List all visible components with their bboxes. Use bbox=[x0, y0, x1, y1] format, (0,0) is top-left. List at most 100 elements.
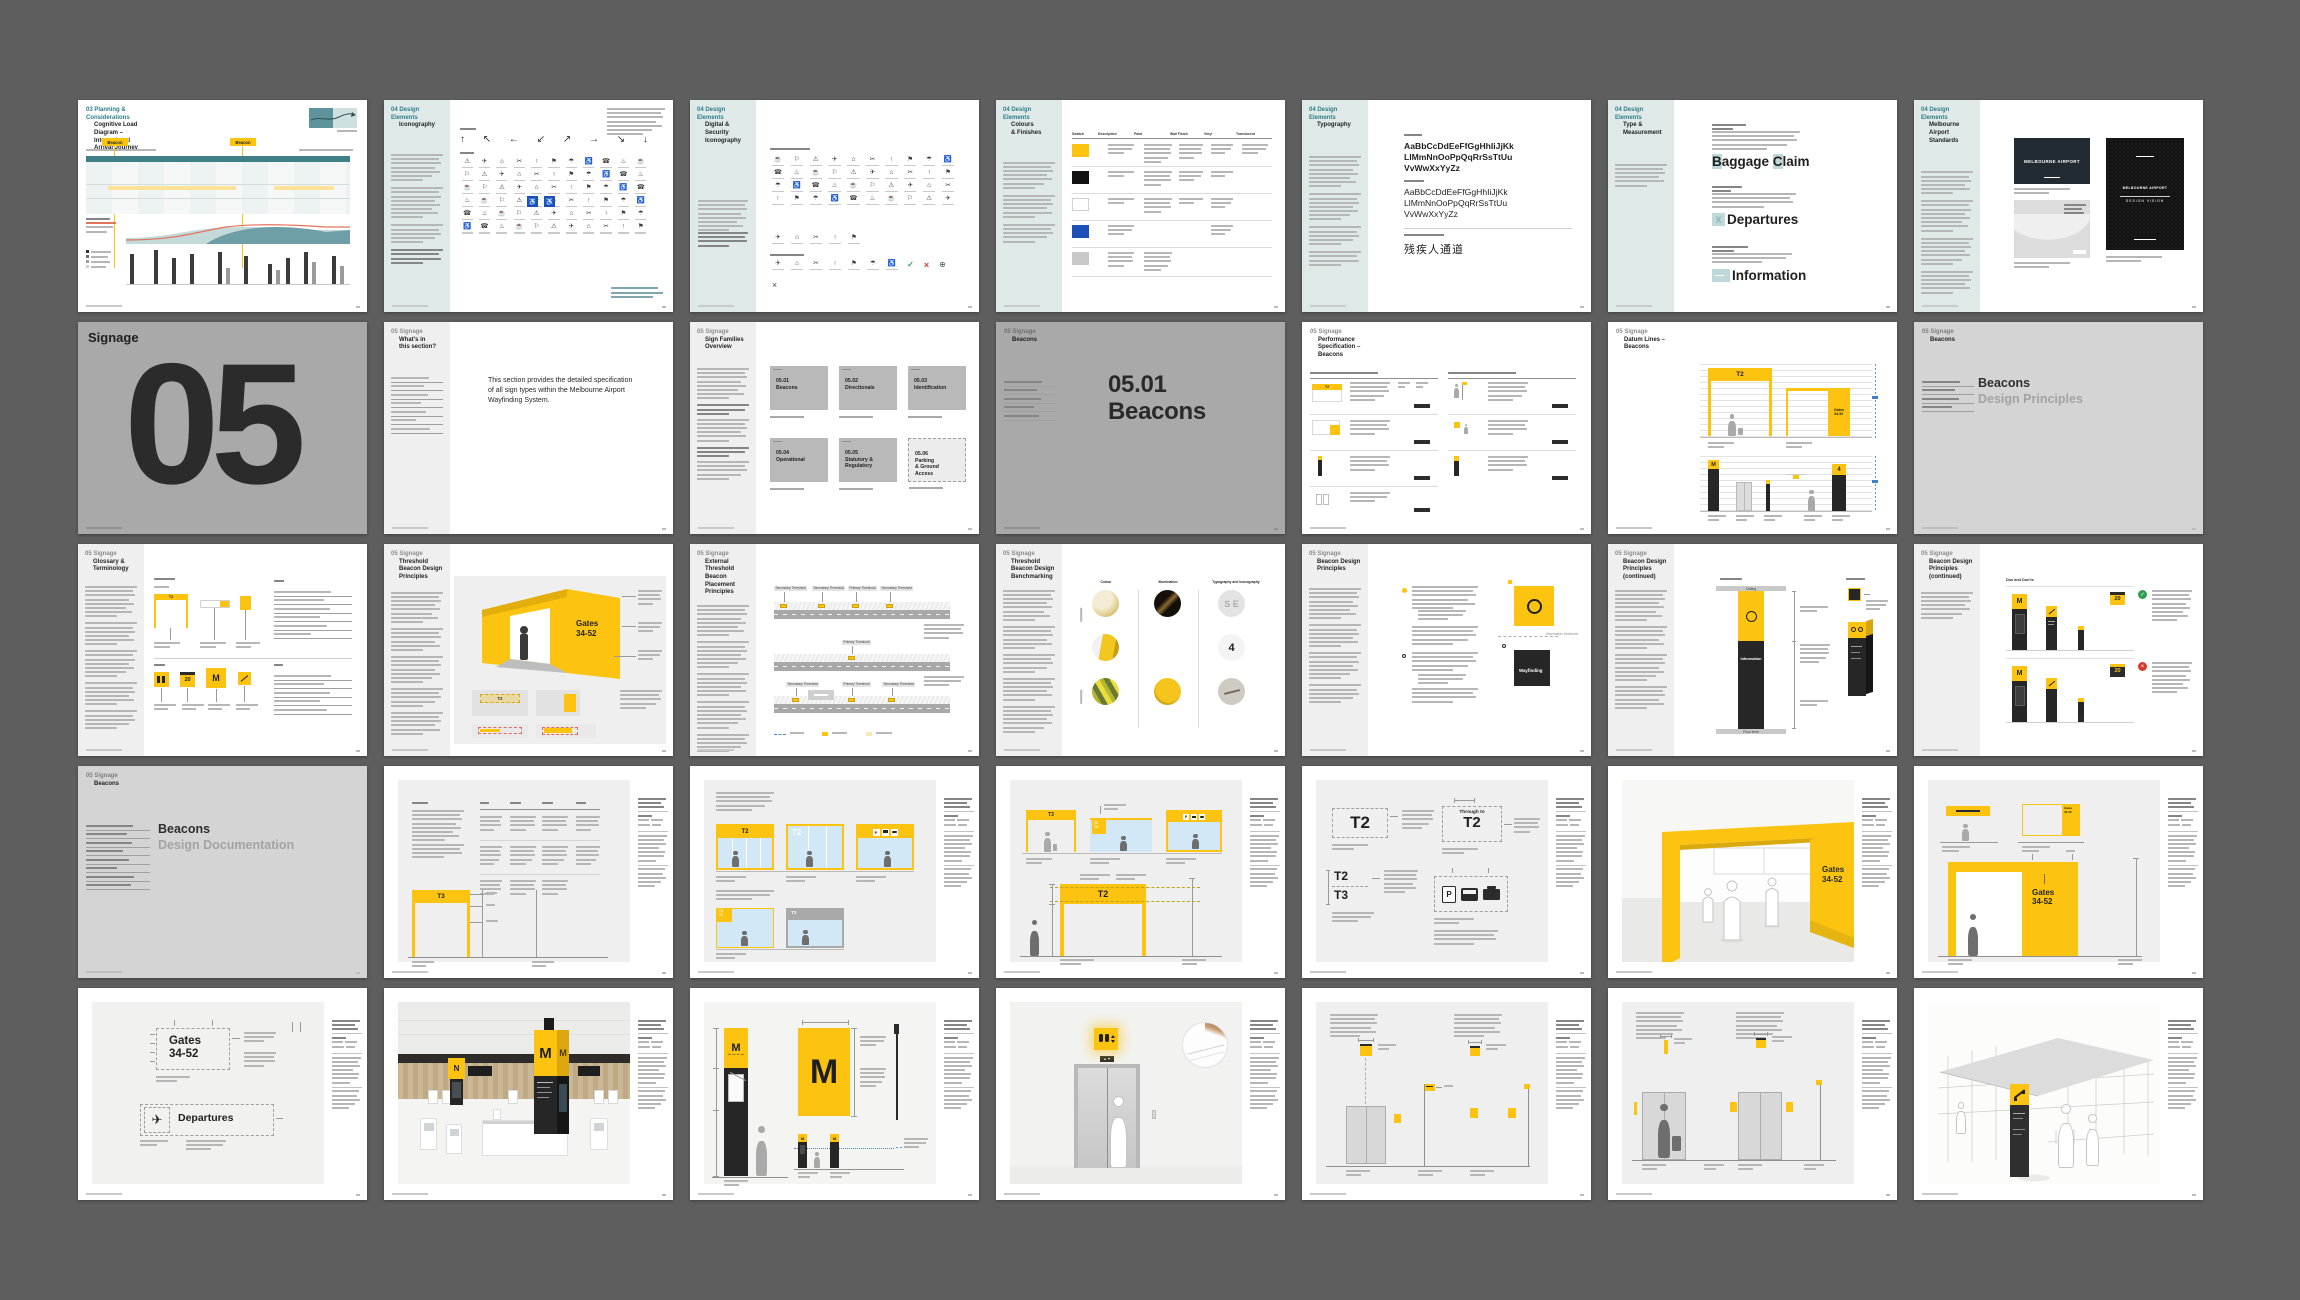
page-type-measurement[interactable]: 04 Design Elements Type & Measurement Bag… bbox=[1608, 100, 1897, 312]
span: ♨ bbox=[481, 210, 488, 218]
page-sign-families-overview[interactable]: 05 Signage Sign Families Overview 05.01 B… bbox=[690, 322, 979, 534]
gk bbox=[716, 953, 746, 955]
page-melbourne-airport-standards[interactable]: 04 Design Elements Melbourne Airport Stan… bbox=[1914, 100, 2203, 312]
page-whats-in-this-section[interactable]: 05 Signage What's in this section? This s… bbox=[384, 322, 673, 534]
gk bbox=[944, 815, 958, 818]
gk bbox=[830, 1172, 850, 1174]
page-threshold-beacon-design-principles[interactable]: 05 Signage Threshold Beacon Design Princi… bbox=[384, 544, 673, 756]
gk bbox=[1250, 885, 1268, 888]
gk bbox=[2152, 590, 2192, 592]
page-0501-beacons-divider[interactable]: 05 Signage Beacons 05.01 Beacons bbox=[996, 322, 1285, 534]
gk bbox=[510, 802, 522, 804]
page-general-notation-t3[interactable]: T3 bbox=[384, 766, 673, 978]
dont-m-totem: M bbox=[2012, 666, 2027, 681]
gk bbox=[542, 888, 568, 891]
ph: 04 Design Elements Colours & Finishes bbox=[1003, 107, 1055, 138]
gk bbox=[638, 658, 653, 661]
page-vertical-transport-beacon-render[interactable] bbox=[1914, 988, 2203, 1200]
page-lift-beacon-drawings-2[interactable] bbox=[1608, 988, 1897, 1200]
gk bbox=[697, 418, 749, 421]
page-external-threshold-application[interactable]: T3 T2 T3 P T2 bbox=[996, 766, 1285, 978]
page-performance-specification-beacons[interactable]: 05 Signage Performance Specification – Be… bbox=[1302, 322, 1591, 534]
gk bbox=[698, 204, 745, 207]
pictogram-icon: ✂ bbox=[902, 169, 918, 180]
page-cognitive-load-diagram[interactable]: 03 Planning & Considerations Cognitive Lo… bbox=[78, 100, 367, 312]
pictogram-icon: ✈ bbox=[827, 156, 843, 167]
a bbox=[542, 880, 568, 897]
gk bbox=[274, 664, 283, 666]
page-typography[interactable]: 04 Design Elements Typography AaBbCcDdEeF… bbox=[1302, 100, 1591, 312]
a bbox=[1360, 1044, 1372, 1046]
lr bbox=[1922, 395, 1974, 404]
gk bbox=[1250, 876, 1279, 879]
gk bbox=[944, 1060, 971, 1063]
gk bbox=[85, 727, 118, 730]
lb bbox=[904, 191, 917, 193]
a bbox=[1454, 456, 1459, 461]
page-threshold-benchmarking[interactable]: 05 Signage Threshold Beacon Design Benchm… bbox=[996, 544, 1285, 756]
gk bbox=[1921, 245, 1972, 248]
arrow-down-left-icon: ↙ bbox=[536, 134, 546, 145]
gk bbox=[1712, 246, 1748, 248]
page-internal-threshold-render[interactable]: Gates 34-52 bbox=[1608, 766, 1897, 978]
gk bbox=[638, 823, 650, 826]
a bbox=[1418, 674, 1466, 687]
gk bbox=[924, 624, 964, 626]
text: 34-52 bbox=[576, 629, 597, 638]
cen: P bbox=[1183, 814, 1189, 820]
page-external-threshold-hierarchy[interactable]: T2 T2 P T2 T3 T3 bbox=[690, 766, 979, 978]
gk bbox=[2168, 1028, 2195, 1031]
span: ⚐ bbox=[869, 182, 876, 190]
gk bbox=[1921, 591, 1973, 594]
pictogram-icon: ♨ bbox=[616, 158, 630, 169]
page-lift-beacon-drawings-1[interactable] bbox=[1302, 988, 1591, 1200]
a bbox=[1179, 144, 1203, 161]
a bbox=[2134, 238, 2156, 240]
gk bbox=[1404, 180, 1424, 182]
gk bbox=[1309, 176, 1350, 179]
a bbox=[450, 1129, 459, 1136]
gk bbox=[1412, 590, 1474, 593]
arrow-down-icon: ↓ bbox=[642, 134, 648, 145]
shr bbox=[332, 1086, 362, 1088]
gk bbox=[1556, 876, 1585, 879]
span: ✂ bbox=[551, 184, 557, 192]
lb bbox=[809, 204, 822, 206]
page-lift-beacon-render[interactable] bbox=[996, 988, 1285, 1200]
lb bbox=[531, 219, 543, 221]
page-colours-finishes[interactable]: 04 Design Elements Colours & Finishes Swa… bbox=[996, 100, 1285, 312]
t3-portal: T3 bbox=[1026, 810, 1076, 820]
page-graphics-gates-departures[interactable]: Gates 34-52 ✈ Departures bbox=[78, 988, 367, 1200]
shr bbox=[1556, 811, 1586, 813]
ft bbox=[1310, 971, 1346, 973]
page-beacon-design-principles[interactable]: 05 Signage Beacon Design Principles Infor… bbox=[1302, 544, 1591, 756]
a bbox=[800, 1145, 805, 1154]
span: ♨ bbox=[831, 182, 838, 190]
gk bbox=[391, 716, 440, 718]
gk bbox=[611, 291, 663, 294]
page-beacons-design-documentation-divider[interactable]: 05 Signage Beacons Beacons Design Documen… bbox=[78, 766, 367, 978]
gk bbox=[607, 120, 657, 123]
page-external-threshold-graphics[interactable]: T2 Through to T2 T2 T3 P bbox=[1302, 766, 1591, 978]
gk bbox=[1412, 696, 1477, 699]
lb bbox=[635, 167, 647, 169]
page-section-05-cover[interactable]: Signage 05 bbox=[78, 322, 367, 534]
page-glossary-terminology[interactable]: 05 Signage Glossary & Terminology T3 20 M bbox=[78, 544, 367, 756]
page-checkin-beacons-render[interactable]: N M M bbox=[384, 988, 673, 1200]
div bbox=[2168, 819, 2198, 823]
gk bbox=[1570, 1045, 1580, 1048]
page-beacons-design-principles-divider[interactable]: 05 Signage Beacons Beacons Design Princip… bbox=[1914, 322, 2203, 534]
page-beacon-design-principles-3[interactable]: 05 Signage Beacon Design Principles (cont… bbox=[1914, 544, 2203, 756]
gk bbox=[1412, 626, 1478, 628]
page-beacon-design-principles-2[interactable]: 05 Signage Beacon Design Principles (cont… bbox=[1608, 544, 1897, 756]
page-datum-lines-beacons[interactable]: 05 Signage Datum Lines – Beacons T2 Gates… bbox=[1608, 322, 1897, 534]
page-m-beacon-drawings[interactable]: M M M M bbox=[690, 988, 979, 1200]
gk bbox=[85, 590, 134, 593]
page-iconography[interactable]: 04 Design Elements Iconography ↑ ↖ ← ↙ ↗ → ↘ ↓ ⚠… bbox=[384, 100, 673, 312]
page-digital-security-iconography[interactable]: 04 Design Elements Digital & Security Ico… bbox=[690, 100, 979, 312]
page-internal-threshold-application[interactable]: Gates 34-52 Gates 34-52 bbox=[1914, 766, 2203, 978]
page-external-threshold-placement[interactable]: 05 Signage External Threshold Beacon Plac… bbox=[690, 544, 979, 756]
gk bbox=[1921, 616, 1954, 619]
shr bbox=[2168, 864, 2198, 866]
span: M bbox=[2016, 670, 2023, 677]
